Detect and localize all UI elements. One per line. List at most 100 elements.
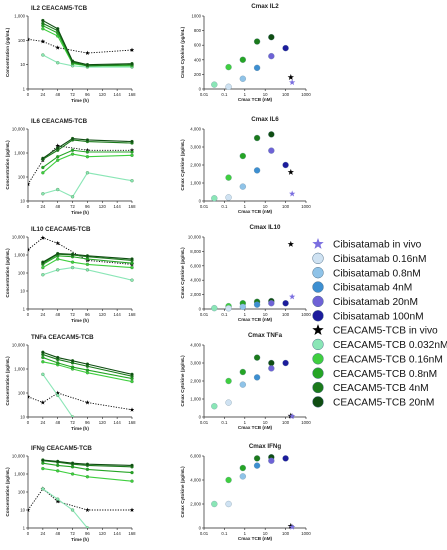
x-tick-label: 96: [85, 531, 90, 536]
y-tick-label: 10,000: [12, 235, 26, 240]
series-line: [42, 25, 133, 67]
y-tick-label: 2,000: [190, 502, 201, 507]
legend-circle-icon: [312, 338, 324, 351]
series-point: [130, 470, 134, 475]
in-vivo-point: [85, 507, 90, 512]
legend-entry: Cibisatamab 4nM: [312, 281, 412, 294]
data-point: [225, 194, 232, 201]
x-tick-label: 144: [114, 204, 122, 209]
x-tick-label: 144: [114, 312, 122, 317]
series-point: [70, 252, 75, 256]
y-tick-label: 2,000: [190, 379, 201, 384]
in-vivo-point: [55, 45, 60, 50]
x-tick-label: 0.01: [200, 312, 209, 317]
series-point: [130, 261, 134, 265]
data-point: [239, 473, 246, 480]
series-point: [70, 265, 75, 270]
x-tick-label: 120: [99, 92, 107, 97]
x-tick-label: 100: [282, 92, 290, 97]
y-tick-label: 2,000: [190, 163, 201, 168]
legend-label: CEACAM5-TCB 20nM: [333, 397, 434, 408]
x-tick-label: 48: [55, 420, 60, 425]
in-vivo-line: [28, 38, 133, 54]
panel-title: IL6 CEACAM5-TCB: [31, 118, 88, 125]
panel-title: Cmax IFNg: [249, 443, 282, 450]
series-point: [70, 415, 75, 417]
x-tick-label: 1000: [301, 92, 311, 97]
y-tick-label: 100: [18, 271, 26, 276]
series-point: [70, 508, 75, 512]
y-tick-label: 1,000: [14, 151, 25, 156]
series-point: [41, 165, 45, 170]
x-axis-label: Time (h): [71, 426, 89, 431]
in-vivo-point: [85, 50, 90, 55]
series-point: [56, 146, 60, 150]
legend-circle-icon: [312, 396, 324, 408]
series-point: [41, 21, 45, 25]
x-tick-label: 1000: [301, 531, 311, 536]
panel-title: Cmax TNFa: [248, 332, 283, 339]
legend-entry: CEACAM5-TCB 20nM: [312, 396, 434, 408]
series-point: [41, 265, 45, 270]
y-tick-label: 4,000: [190, 127, 201, 132]
y-tick-label: 4,000: [190, 478, 201, 483]
x-tick-label: 24: [40, 312, 45, 317]
in-vivo-point: [287, 168, 294, 175]
data-point: [239, 464, 246, 472]
x-tick-label: 72: [70, 531, 75, 536]
legend-circle-icon: [312, 252, 324, 265]
in-vivo-point: [289, 190, 296, 197]
x-tick-label: 24: [40, 204, 45, 209]
x-tick-label: 0: [27, 204, 30, 209]
data-point: [253, 455, 261, 462]
in-vivo-point: [55, 390, 60, 395]
y-tick-label: 0: [199, 307, 202, 312]
series-point: [85, 150, 90, 154]
in-vivo-point: [28, 36, 31, 42]
x-tick-label: 168: [128, 204, 136, 209]
data-point: [268, 300, 275, 307]
y-tick-label: 1,000: [14, 367, 25, 372]
y-axis-label: Concentration (pg/mL): [5, 248, 10, 298]
x-tick-label: 120: [99, 312, 107, 317]
series-point: [56, 463, 60, 468]
x-tick-label: 168: [128, 531, 136, 536]
in-vivo-point: [287, 240, 294, 247]
legend-entry: CEACAM5-TCB 4nM: [312, 381, 429, 394]
series-line: [42, 20, 133, 66]
legend-label: Cibisatamab 20nM: [333, 297, 418, 308]
data-point: [239, 183, 246, 190]
series-point: [41, 27, 45, 31]
data-point: [253, 301, 261, 308]
series-point: [85, 268, 90, 272]
x-tick-label: 72: [70, 204, 75, 209]
series-point: [41, 273, 45, 277]
series-point: [70, 59, 75, 63]
legend-entry: Cibisatamab 100nM: [312, 310, 424, 322]
data-point: [211, 500, 218, 508]
x-tick-label: 0.01: [200, 531, 209, 536]
x-tick-label: 96: [85, 420, 90, 425]
in-vivo-point: [287, 74, 294, 80]
y-tick-label: 100: [18, 391, 26, 396]
in-vivo-point: [289, 523, 296, 530]
data-point: [239, 381, 246, 388]
y-tick-label: 0: [199, 415, 202, 420]
legend-circle-icon: [312, 381, 324, 394]
y-tick-label: 10: [20, 508, 25, 513]
series-point: [41, 53, 45, 57]
panel-title: Cmax IL6: [251, 116, 279, 123]
series-point: [70, 461, 75, 465]
x-tick-label: 120: [99, 531, 107, 536]
series-point: [56, 257, 60, 261]
in-vivo-point: [40, 235, 46, 240]
x-tick-label: 0: [27, 312, 30, 317]
y-tick-label: 3,000: [190, 145, 201, 150]
y-tick-label: 8,000: [190, 249, 201, 254]
data-point: [239, 56, 246, 63]
series-point: [56, 61, 60, 65]
y-tick-label: 10,000: [188, 235, 202, 240]
panel-il6-ceacam5-tcb: IL6 CEACAM5-TCB 10 100 1,000 10,000 0 24 48 72 96…: [5, 118, 136, 215]
plot-area: [28, 18, 134, 69]
x-tick-label: 96: [85, 204, 90, 209]
